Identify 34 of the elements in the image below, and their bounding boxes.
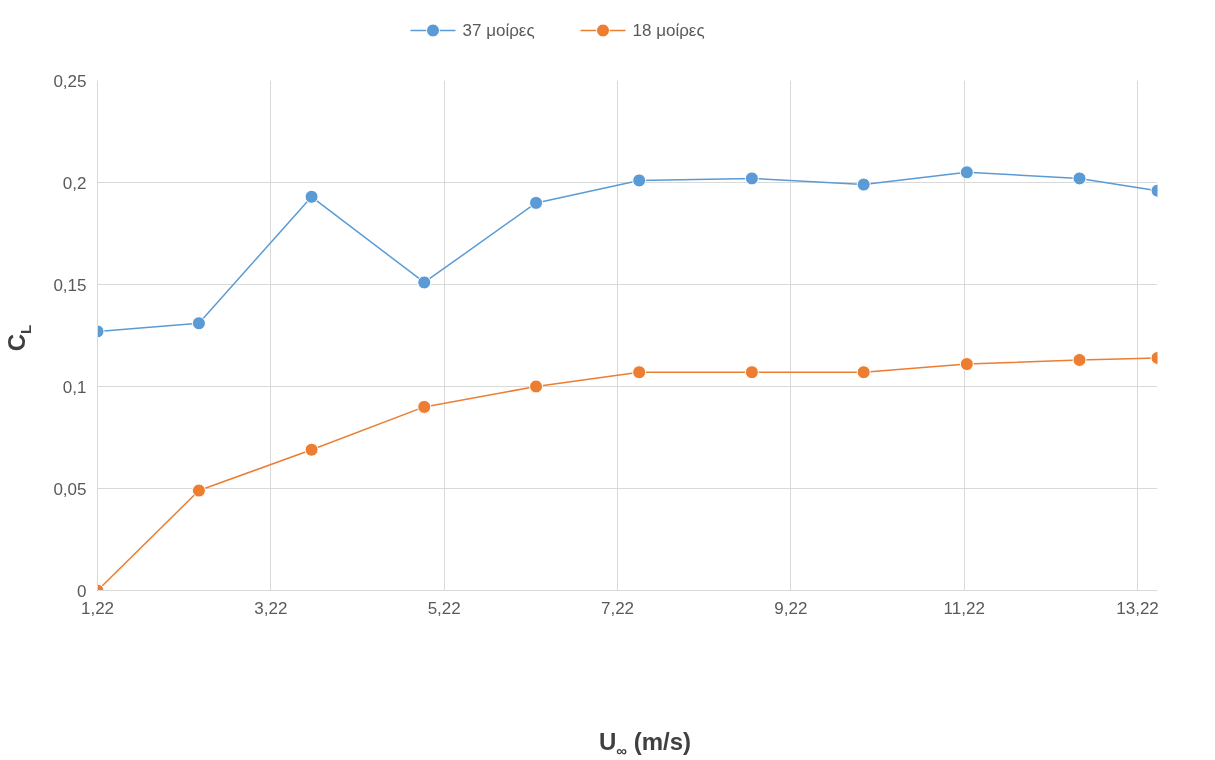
- x-tick-label: 13,22: [1116, 598, 1159, 618]
- point: [417, 275, 432, 290]
- point: [304, 189, 319, 204]
- legend-label: 18 μοίρες: [632, 21, 705, 40]
- x-tick-label: 7,22: [600, 598, 635, 618]
- point: [632, 173, 647, 188]
- point: [744, 365, 759, 380]
- x-tick-label: 9,22: [774, 598, 808, 618]
- point: [191, 483, 206, 498]
- y-tick-label: 0,05: [53, 479, 87, 499]
- point: [529, 195, 544, 210]
- point: [959, 165, 974, 180]
- y-tick-label: 0,25: [53, 71, 87, 91]
- point: [417, 399, 432, 414]
- legend-label: 37 μοίρες: [462, 21, 535, 40]
- point: [744, 171, 759, 186]
- x-axis-title: U$_{∞}$ (m/s): [597, 727, 693, 760]
- point: [959, 357, 974, 372]
- point: [1072, 352, 1087, 367]
- y-tick-label: 0: [77, 581, 87, 601]
- x-tick-label: 1,22: [80, 598, 115, 618]
- point: [632, 365, 647, 380]
- point: [304, 442, 319, 457]
- point: [1072, 171, 1087, 186]
- y-tick-label: 0,15: [53, 275, 87, 295]
- y-tick-label: 0,1: [62, 377, 87, 397]
- point: [856, 365, 871, 380]
- y-tick-label: 0,2: [62, 173, 87, 193]
- point: [529, 379, 544, 394]
- x-tick-label: 5,22: [427, 598, 461, 618]
- x-tick-label: 11,22: [943, 598, 985, 618]
- point: [856, 177, 871, 192]
- x-tick-label: 3,22: [254, 598, 288, 618]
- point: [191, 316, 206, 331]
